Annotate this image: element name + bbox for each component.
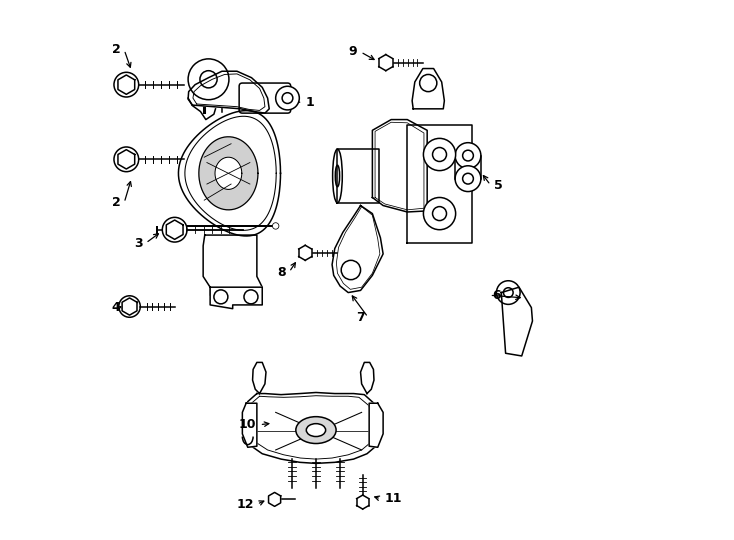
Circle shape — [162, 218, 187, 242]
Polygon shape — [252, 362, 266, 394]
Polygon shape — [360, 362, 374, 394]
Circle shape — [272, 222, 279, 229]
Text: 6: 6 — [493, 289, 501, 302]
Text: 12: 12 — [236, 498, 254, 511]
Text: 3: 3 — [134, 237, 142, 249]
Circle shape — [455, 166, 481, 192]
Circle shape — [276, 86, 299, 110]
Text: 2: 2 — [112, 197, 121, 210]
FancyBboxPatch shape — [239, 83, 291, 113]
Text: 11: 11 — [384, 492, 401, 505]
Circle shape — [420, 75, 437, 92]
Polygon shape — [244, 393, 382, 463]
Circle shape — [341, 260, 360, 280]
Circle shape — [114, 72, 139, 97]
Polygon shape — [299, 245, 312, 260]
Circle shape — [114, 147, 139, 172]
Polygon shape — [122, 298, 137, 315]
Circle shape — [455, 143, 481, 168]
Polygon shape — [188, 71, 269, 113]
Text: 9: 9 — [349, 45, 357, 58]
Polygon shape — [369, 403, 383, 447]
Circle shape — [119, 296, 140, 318]
Text: 1: 1 — [306, 96, 314, 109]
Polygon shape — [210, 287, 262, 309]
Polygon shape — [379, 55, 393, 71]
Circle shape — [496, 281, 520, 305]
Polygon shape — [501, 287, 532, 356]
Text: 4: 4 — [111, 301, 120, 314]
Ellipse shape — [333, 149, 342, 203]
Circle shape — [244, 290, 258, 304]
Ellipse shape — [296, 417, 336, 443]
Polygon shape — [407, 125, 472, 243]
Polygon shape — [178, 111, 280, 236]
Polygon shape — [338, 149, 379, 203]
Polygon shape — [118, 75, 135, 94]
Circle shape — [188, 59, 229, 100]
Polygon shape — [412, 69, 444, 109]
Polygon shape — [203, 235, 262, 300]
Polygon shape — [118, 150, 135, 169]
Polygon shape — [269, 492, 280, 507]
Polygon shape — [167, 220, 183, 239]
Polygon shape — [332, 206, 383, 293]
Text: 7: 7 — [356, 311, 365, 324]
Polygon shape — [372, 119, 427, 212]
Polygon shape — [242, 403, 257, 447]
Polygon shape — [199, 137, 258, 210]
Circle shape — [214, 290, 228, 304]
Text: 5: 5 — [494, 179, 503, 192]
Polygon shape — [455, 156, 481, 179]
Circle shape — [424, 198, 456, 230]
Ellipse shape — [306, 424, 326, 436]
Text: 10: 10 — [239, 418, 256, 431]
Circle shape — [424, 138, 456, 171]
Text: 2: 2 — [112, 43, 121, 56]
Polygon shape — [215, 157, 241, 190]
Text: 8: 8 — [277, 266, 286, 279]
